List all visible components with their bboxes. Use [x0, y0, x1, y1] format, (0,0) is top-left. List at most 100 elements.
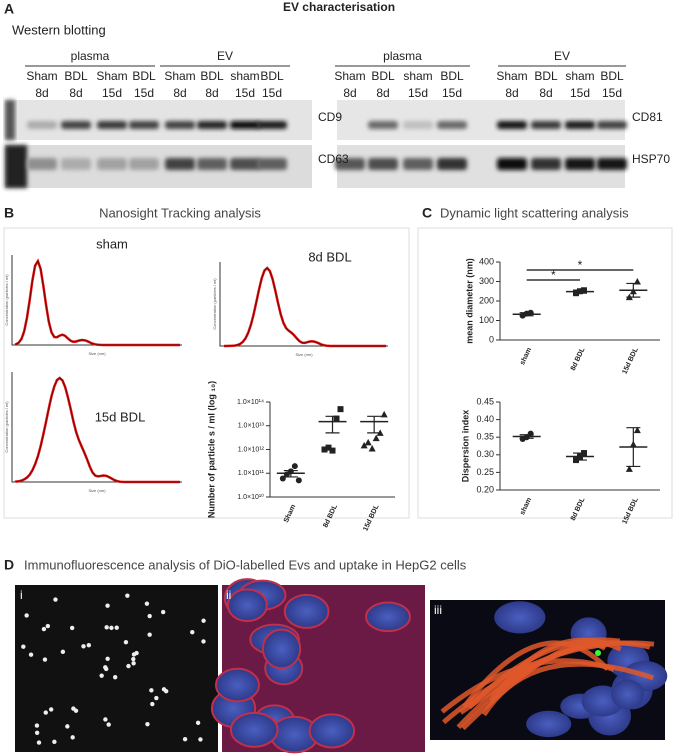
- data-point: [337, 406, 344, 413]
- nucleus: [365, 601, 411, 633]
- marker-label: HSP70: [632, 152, 670, 166]
- y-axis-label: Concentration (particles / ml): [212, 278, 217, 330]
- y-axis-label: Number of particle s / ml (log ₁₀): [206, 381, 216, 518]
- vesicle: [112, 675, 118, 680]
- marker-label: CD9: [318, 110, 342, 124]
- data-point: [376, 429, 384, 436]
- vesicle: [45, 623, 51, 629]
- lane-label: 15d: [262, 86, 282, 100]
- y-tick-label: 0.45: [476, 396, 494, 406]
- cells: [440, 601, 668, 738]
- y-tick-label: 0.35: [476, 432, 494, 442]
- nucleus: [214, 667, 260, 703]
- blot-edge: [5, 100, 15, 140]
- band: [368, 158, 398, 170]
- lane-label: 15d: [235, 86, 255, 100]
- x-tick-label: 15d BDL: [621, 346, 640, 375]
- distribution-curve: [224, 266, 386, 348]
- data-point: [291, 463, 298, 470]
- y-tick-label: 1.0×10¹⁴: [237, 399, 264, 406]
- vesicle: [109, 625, 114, 631]
- cytoskeleton: [462, 640, 610, 709]
- band: [129, 121, 159, 129]
- marker-label: CD63: [318, 152, 349, 166]
- lane-label: 15d: [102, 86, 122, 100]
- lane-label: sham: [230, 69, 259, 83]
- band: [97, 121, 127, 129]
- y-tick-label: 1.0×10¹²: [238, 446, 265, 453]
- nucleus: [229, 711, 279, 748]
- y-tick-label: 200: [479, 295, 494, 305]
- lane-label: 8d: [69, 86, 82, 100]
- vesicle: [43, 710, 48, 715]
- vesicle: [104, 625, 109, 630]
- data-point: [364, 438, 372, 446]
- data-point: [629, 440, 637, 448]
- data-point: [329, 447, 336, 454]
- band: [565, 121, 595, 129]
- blot-strip: [337, 100, 625, 140]
- vesicle: [48, 707, 54, 712]
- vesicle: [114, 625, 119, 630]
- axis: [11, 255, 182, 346]
- vesicle: [125, 593, 130, 598]
- nucleus: [226, 588, 268, 623]
- x-axis-label: Size (nm): [295, 352, 313, 357]
- panel-subtitle: Nanosight Tracking analysis: [99, 205, 261, 220]
- vesicle: [28, 652, 34, 657]
- figure-title: EV characterisation: [283, 0, 395, 14]
- vesicle: [182, 736, 188, 742]
- y-axis-label: Concentration (particles / ml): [4, 274, 9, 326]
- band: [597, 158, 627, 170]
- data-point: [325, 444, 332, 451]
- distribution-curve: [14, 376, 180, 484]
- lane-label: Sham: [26, 69, 57, 83]
- vesicle: [36, 740, 42, 745]
- band: [165, 121, 195, 129]
- image-label: iii: [434, 603, 442, 617]
- data-point: [360, 441, 368, 449]
- lane-label: 8d: [205, 86, 218, 100]
- data-point: [625, 465, 633, 472]
- group-label: plasma: [383, 49, 422, 63]
- lane-label: 15d: [134, 86, 154, 100]
- band: [257, 158, 287, 170]
- panel-subtitle: Immunofluorescence analysis of DiO-label…: [24, 557, 467, 572]
- panel-label: D: [4, 557, 14, 573]
- x-tick-label: 8d BDL: [570, 346, 587, 372]
- nucleus: [611, 679, 645, 710]
- data-point: [573, 457, 579, 464]
- lane-label: BDL: [440, 69, 464, 83]
- vesicle: [105, 603, 110, 608]
- band: [531, 121, 561, 129]
- vesicle: [131, 656, 136, 662]
- data-point: [279, 475, 286, 482]
- band: [368, 121, 398, 129]
- lane-label: 8d: [343, 86, 356, 100]
- data-point: [368, 445, 376, 452]
- vesicle: [70, 735, 75, 740]
- lane-label: Sham: [164, 69, 195, 83]
- lane-label: 8d: [505, 86, 518, 100]
- group-label: EV: [554, 49, 570, 63]
- lane-label: BDL: [64, 69, 88, 83]
- panel-frame: [3, 227, 410, 519]
- y-tick-label: 1.0×10¹³: [238, 423, 265, 430]
- vesicle: [99, 673, 104, 678]
- axis: [11, 372, 182, 483]
- band: [257, 121, 287, 129]
- lane-label: sham: [565, 69, 594, 83]
- band: [27, 158, 57, 170]
- axis: [219, 262, 388, 347]
- vesicle: [145, 721, 150, 727]
- micrograph: [15, 585, 218, 752]
- band: [497, 121, 527, 129]
- y-tick-label: 100: [479, 315, 494, 325]
- y-axis-label: Dispersion index: [460, 410, 470, 483]
- vesicle: [160, 609, 166, 615]
- band: [165, 158, 195, 170]
- data-point: [581, 287, 587, 294]
- vesicle: [201, 618, 206, 623]
- group-label: plasma: [71, 49, 110, 63]
- band: [27, 121, 57, 129]
